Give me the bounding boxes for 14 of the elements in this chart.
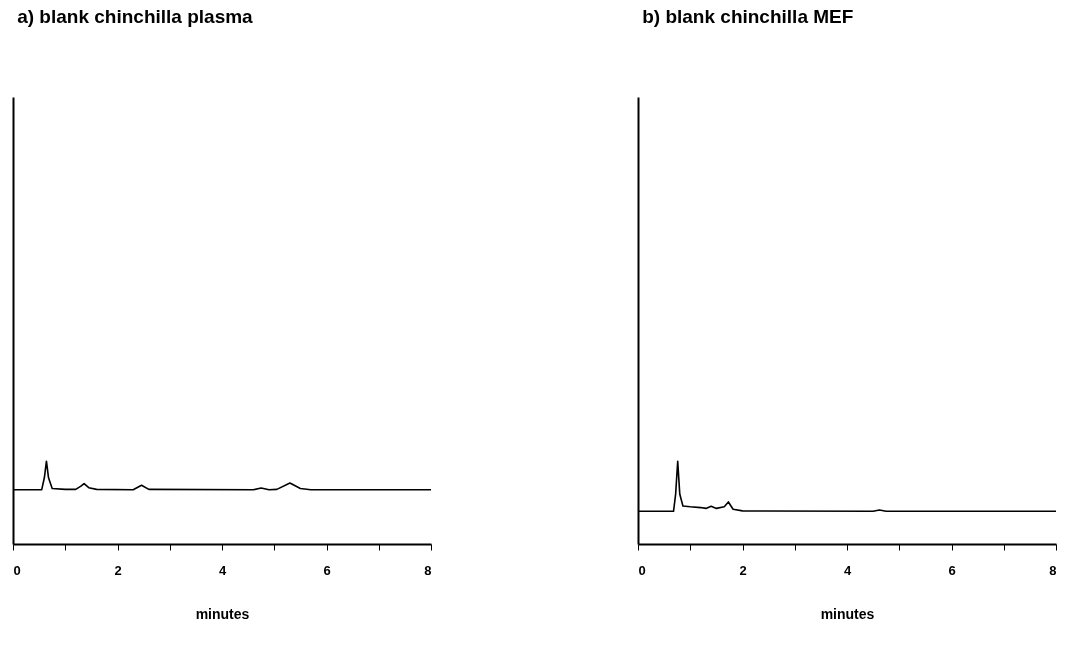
x-tick-label: 6 — [948, 562, 956, 578]
x-tick-label: 0 — [638, 562, 646, 578]
x-tick-label: 8 — [1049, 562, 1057, 578]
x-tick-label: 2 — [114, 562, 122, 578]
x-tick-label: 2 — [739, 562, 747, 578]
chart-title: a) blank chinchilla plasma — [17, 6, 254, 27]
x-tick-label: 0 — [13, 562, 21, 578]
chart-title: b) blank chinchilla MEF — [642, 6, 854, 27]
x-axis-title: minutes — [195, 605, 250, 622]
x-axis-title: minutes — [820, 605, 875, 622]
x-tick-label: 4 — [218, 562, 227, 578]
x-tick-label: 6 — [323, 562, 331, 578]
x-tick-label: 8 — [424, 562, 432, 578]
x-tick-label: 4 — [843, 562, 852, 578]
